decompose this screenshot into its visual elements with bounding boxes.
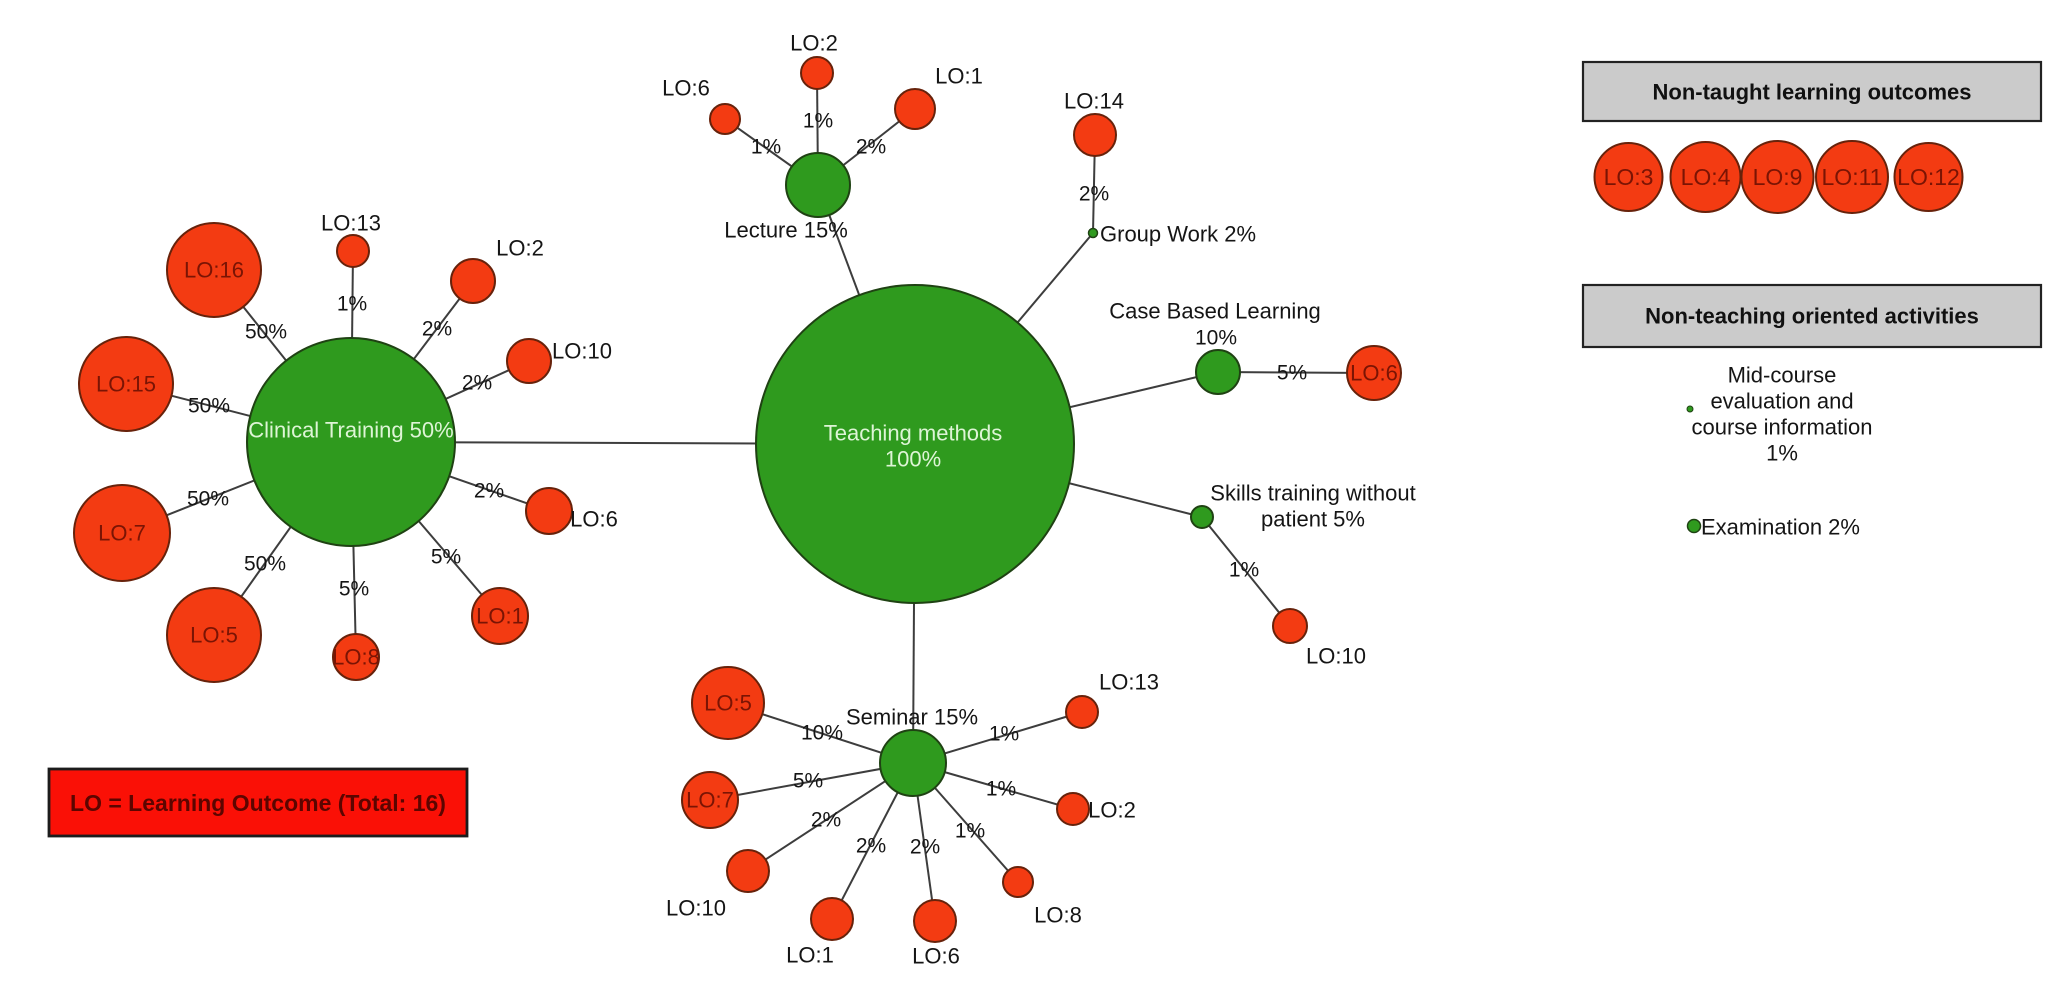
svg-text:LO:11: LO:11 xyxy=(1822,164,1883,190)
svg-text:LO:6: LO:6 xyxy=(912,944,960,969)
svg-text:50%: 50% xyxy=(244,553,286,576)
svg-text:2%: 2% xyxy=(1079,183,1109,206)
svg-text:LO:2: LO:2 xyxy=(790,31,838,56)
svg-text:1%: 1% xyxy=(337,293,367,316)
svg-text:2%: 2% xyxy=(856,835,886,858)
svg-text:LO:8: LO:8 xyxy=(1034,903,1082,928)
svg-text:50%: 50% xyxy=(245,321,287,344)
svg-text:2%: 2% xyxy=(474,480,504,503)
svg-text:1%: 1% xyxy=(955,820,985,843)
svg-text:LO:12: LO:12 xyxy=(1897,164,1960,190)
svg-text:Lecture 15%: Lecture 15% xyxy=(724,218,848,243)
svg-text:1%: 1% xyxy=(751,136,781,159)
svg-text:2%: 2% xyxy=(422,318,452,341)
svg-text:5%: 5% xyxy=(431,546,461,569)
svg-text:patient 5%: patient 5% xyxy=(1261,507,1365,532)
svg-text:LO:8: LO:8 xyxy=(332,645,380,670)
svg-text:LO:1: LO:1 xyxy=(786,943,834,968)
svg-text:1%: 1% xyxy=(986,778,1016,801)
svg-text:Case Based Learning: Case Based Learning xyxy=(1109,299,1321,324)
svg-text:LO:9: LO:9 xyxy=(1753,164,1803,190)
svg-text:LO:7: LO:7 xyxy=(686,788,734,813)
svg-text:Examination 2%: Examination 2% xyxy=(1701,515,1860,540)
svg-text:10%: 10% xyxy=(1195,327,1237,350)
svg-text:LO:3: LO:3 xyxy=(1604,164,1654,190)
svg-text:LO:10: LO:10 xyxy=(666,896,726,921)
svg-text:50%: 50% xyxy=(187,488,229,511)
svg-text:LO:5: LO:5 xyxy=(190,623,238,648)
svg-text:1%: 1% xyxy=(1766,441,1798,466)
svg-text:LO:14: LO:14 xyxy=(1064,89,1124,114)
svg-text:Seminar 15%: Seminar 15% xyxy=(846,705,978,730)
svg-text:1%: 1% xyxy=(989,723,1019,746)
svg-text:LO:7: LO:7 xyxy=(98,521,146,546)
svg-text:course information: course information xyxy=(1692,415,1873,440)
svg-text:LO:16: LO:16 xyxy=(184,258,244,283)
svg-text:Group Work 2%: Group Work 2% xyxy=(1100,222,1256,247)
svg-text:Non-teaching oriented activiti: Non-teaching oriented activities xyxy=(1645,304,1979,329)
svg-text:Skills training without: Skills training without xyxy=(1210,481,1415,506)
svg-text:10%: 10% xyxy=(801,722,843,745)
svg-text:LO:1: LO:1 xyxy=(476,604,524,629)
svg-text:LO:15: LO:15 xyxy=(96,372,156,397)
svg-text:LO:13: LO:13 xyxy=(1099,670,1159,695)
svg-text:2%: 2% xyxy=(811,809,841,832)
svg-text:1%: 1% xyxy=(1229,559,1259,582)
svg-text:LO:6: LO:6 xyxy=(1350,361,1398,386)
svg-text:2%: 2% xyxy=(462,372,492,395)
svg-text:50%: 50% xyxy=(188,395,230,418)
svg-text:LO:10: LO:10 xyxy=(552,339,612,364)
svg-text:2%: 2% xyxy=(910,836,940,859)
svg-text:2%: 2% xyxy=(856,136,886,159)
svg-text:Non-taught learning outcomes: Non-taught learning outcomes xyxy=(1653,80,1972,105)
svg-text:LO:6: LO:6 xyxy=(662,76,710,101)
svg-text:evaluation and: evaluation and xyxy=(1710,389,1853,414)
svg-text:LO:5: LO:5 xyxy=(704,691,752,716)
svg-text:LO:6: LO:6 xyxy=(570,507,618,532)
svg-text:LO:2: LO:2 xyxy=(496,236,544,261)
svg-text:LO:4: LO:4 xyxy=(1681,164,1731,190)
svg-text:100%: 100% xyxy=(885,447,941,472)
svg-text:Mid-course: Mid-course xyxy=(1728,363,1837,388)
svg-text:Teaching methods: Teaching methods xyxy=(824,421,1003,446)
svg-text:5%: 5% xyxy=(339,578,369,601)
svg-text:LO:13: LO:13 xyxy=(321,211,381,236)
svg-text:1%: 1% xyxy=(803,110,833,133)
svg-text:5%: 5% xyxy=(793,770,823,793)
svg-text:LO:10: LO:10 xyxy=(1306,644,1366,669)
svg-text:5%: 5% xyxy=(1277,362,1307,385)
svg-text:LO:2: LO:2 xyxy=(1088,798,1136,823)
svg-text:LO = Learning Outcome (Total:: LO = Learning Outcome (Total: 16) xyxy=(70,790,446,816)
svg-text:Clinical Training 50%: Clinical Training 50% xyxy=(248,418,453,443)
svg-text:LO:1: LO:1 xyxy=(935,64,983,89)
